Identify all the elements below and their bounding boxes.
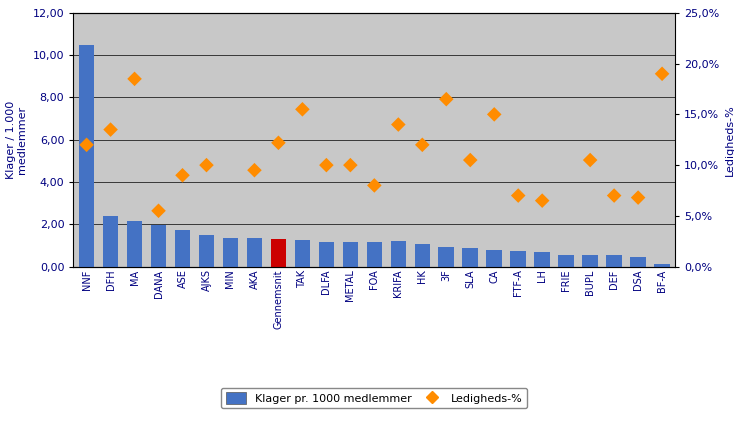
Bar <box>631 257 646 267</box>
Bar <box>150 225 167 267</box>
Point <box>465 157 476 163</box>
Point <box>537 197 548 204</box>
Bar <box>606 255 622 267</box>
Bar <box>390 241 406 267</box>
Bar <box>366 242 382 267</box>
Bar <box>319 242 334 267</box>
Point <box>297 106 308 113</box>
Point <box>608 192 620 199</box>
Point <box>321 162 333 169</box>
Bar <box>294 240 310 267</box>
Legend: Klager pr. 1000 medlemmer, Ledigheds-%: Klager pr. 1000 medlemmer, Ledigheds-% <box>221 388 528 408</box>
Point <box>128 75 140 82</box>
Bar <box>175 230 190 267</box>
Bar <box>271 239 286 267</box>
Point <box>272 139 284 146</box>
Point <box>512 192 524 199</box>
Point <box>488 111 500 118</box>
Point <box>344 162 356 169</box>
Point <box>393 121 404 128</box>
Point <box>177 172 189 179</box>
Y-axis label: Ledigheds-%: Ledigheds-% <box>725 104 734 175</box>
Point <box>368 182 380 189</box>
Point <box>249 167 261 174</box>
Bar <box>79 45 95 267</box>
Point <box>440 96 452 103</box>
Point <box>632 194 644 201</box>
Bar <box>415 244 430 267</box>
Bar <box>559 255 574 267</box>
Bar <box>343 242 358 267</box>
Bar <box>462 248 478 267</box>
Bar <box>222 238 239 267</box>
Bar <box>199 235 214 267</box>
Bar <box>438 246 454 267</box>
Point <box>584 157 596 163</box>
Bar <box>534 252 550 267</box>
Bar <box>582 255 598 267</box>
Bar <box>247 238 262 267</box>
Bar <box>127 221 142 267</box>
Point <box>656 71 668 77</box>
Bar <box>103 216 118 267</box>
Bar <box>487 250 502 267</box>
Point <box>105 126 117 133</box>
Point <box>416 141 428 148</box>
Bar <box>510 251 526 267</box>
Point <box>200 162 212 169</box>
Y-axis label: Klager / 1.000
medlemmer: Klager / 1.000 medlemmer <box>6 101 27 179</box>
Bar <box>654 264 670 267</box>
Point <box>153 207 164 214</box>
Point <box>81 141 92 148</box>
